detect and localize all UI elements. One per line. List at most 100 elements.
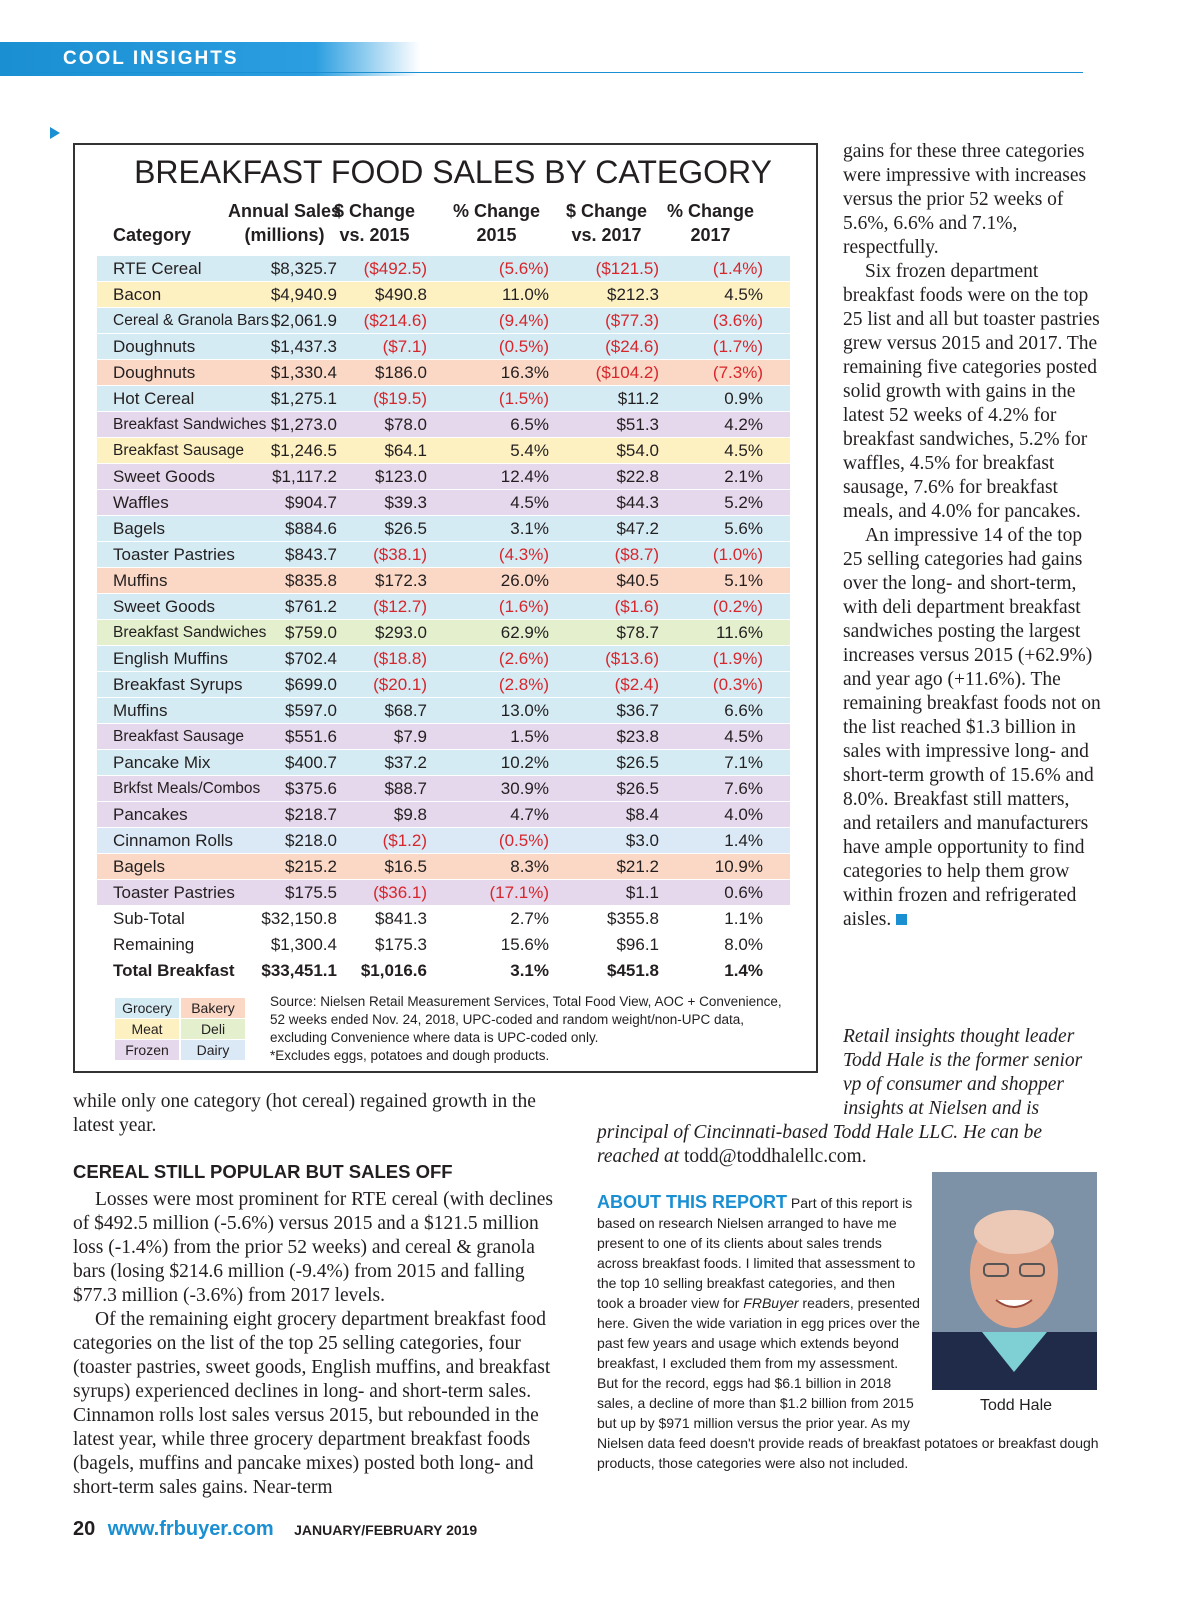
table-cell: 5.4% — [510, 441, 549, 460]
table-cell: Sweet Goods — [113, 597, 216, 616]
table-cell: $597.0 — [285, 701, 337, 720]
table-cell: 5.1% — [724, 571, 763, 590]
total-cell: $1,300.4 — [270, 935, 337, 954]
table-cell: 5.2% — [724, 493, 763, 512]
paragraph: Losses were most prominent for RTE cerea… — [73, 1189, 554, 1306]
table-cell: 8.3% — [510, 857, 549, 876]
table-cell: Breakfast Sausage — [113, 728, 244, 745]
table-cell: ($492.5) — [363, 259, 427, 278]
table-cell: Toaster Pastries — [113, 883, 235, 902]
byline: Retail insights thought leader Todd Hale… — [597, 1025, 1100, 1169]
photo-block: Todd Hale — [932, 1172, 1100, 1420]
table-cell: 13.0% — [500, 701, 549, 720]
total-cell: Total Breakfast — [113, 961, 235, 980]
table-cell: $172.3 — [375, 571, 427, 590]
table-cell: $218.0 — [285, 831, 337, 850]
section-label: COOL INSIGHTS — [63, 48, 239, 69]
table-cell: $3.0 — [625, 831, 659, 850]
table-cell: 4.5% — [724, 441, 763, 460]
table-cell: ($24.6) — [605, 337, 659, 356]
row-band — [97, 386, 790, 411]
table-cell: Cinnamon Rolls — [113, 831, 233, 850]
table-cell: $21.2 — [616, 857, 659, 876]
row-band — [97, 568, 790, 593]
table-cell: Breakfast Syrups — [113, 675, 243, 694]
table-cell: 3.1% — [510, 519, 549, 538]
table-cell: (1.4%) — [712, 259, 763, 278]
legend-item: Meat — [115, 1019, 179, 1039]
table-cell: Hot Cereal — [113, 389, 195, 408]
heading: CEREAL STILL POPULAR BUT SALES OFF — [73, 1161, 453, 1182]
table-cell: ($1.6) — [614, 597, 659, 616]
table-cell: Sweet Goods — [113, 467, 216, 486]
table-cell: $1,437.3 — [270, 337, 337, 356]
total-cell: Remaining — [113, 935, 195, 954]
table-cell: (1.5%) — [498, 389, 549, 408]
table-cell: $36.7 — [616, 701, 659, 720]
table-cell: $904.7 — [285, 493, 337, 512]
end-mark — [896, 914, 908, 925]
table-cell: 1.4% — [724, 831, 763, 850]
table-cell: Bagels — [113, 857, 165, 876]
row-band — [97, 854, 790, 879]
table-cell: $39.3 — [384, 493, 427, 512]
legend-item: Deli — [181, 1019, 245, 1039]
table-cell: $123.0 — [375, 467, 427, 486]
table-cell: $64.1 — [384, 441, 427, 460]
total-cell: 8.0% — [724, 935, 763, 954]
table-cell: (2.6%) — [498, 649, 549, 668]
table-cell: 11.0% — [502, 285, 549, 304]
table-cell: $4,940.9 — [270, 285, 337, 304]
email: todd@toddhalellc.com. — [684, 1146, 867, 1167]
footer: 20 www.frbuyer.com JANUARY/FEBRUARY 2019 — [73, 1518, 477, 1541]
table-cell: $88.7 — [384, 779, 427, 798]
row-band — [97, 360, 790, 385]
total-cell: 3.1% — [510, 961, 549, 980]
legend-item: Grocery — [115, 998, 179, 1018]
source-note: *Excludes eggs, potatoes and dough produ… — [270, 1048, 550, 1063]
photo — [932, 1172, 1097, 1390]
total-cell: Sub-Total — [113, 909, 185, 928]
total-cell: $841.3 — [375, 909, 427, 928]
table-cell: 4.5% — [510, 493, 549, 512]
table-cell: $175.5 — [285, 883, 337, 902]
table-cell: $9.8 — [393, 805, 427, 824]
table-cell: ($77.3) — [605, 311, 659, 330]
legend-item: Dairy — [181, 1040, 245, 1060]
table-cell: $215.2 — [285, 857, 337, 876]
table-cell: ($2.4) — [614, 675, 659, 694]
table-box — [73, 143, 818, 1073]
table-cell: ($12.7) — [373, 597, 427, 616]
row-band — [97, 880, 790, 905]
total-cell: $175.3 — [375, 935, 427, 954]
table-cell: 30.9% — [500, 779, 549, 798]
table-cell: 4.0% — [724, 805, 763, 824]
table-cell: 10.2% — [500, 753, 549, 772]
row-band — [97, 412, 790, 437]
left-column: while only one category (hot cereal) reg… — [73, 1090, 570, 1500]
table-cell: ($8.7) — [614, 545, 659, 564]
about-text: readers, presented here. Given the wide … — [597, 1295, 1099, 1471]
table-cell: ($214.6) — [363, 311, 427, 330]
table-cell: (9.4%) — [498, 311, 549, 330]
table-cell: ($121.5) — [595, 259, 659, 278]
table-cell: $26.5 — [616, 753, 659, 772]
row-band — [97, 464, 790, 489]
total-cell: $96.1 — [616, 935, 659, 954]
table-cell: (5.6%) — [498, 259, 549, 278]
column-header: (millions) — [244, 225, 325, 245]
about-box: Todd Hale ABOUT THIS REPORT Part of this… — [597, 1172, 1100, 1473]
table-cell: (4.3%) — [498, 545, 549, 564]
table-cell: $8,325.7 — [270, 259, 337, 278]
table-cell: ($20.1) — [373, 675, 427, 694]
table-cell: RTE Cereal — [113, 259, 202, 278]
row-band — [97, 646, 790, 671]
column-header: Annual Sales — [227, 201, 342, 221]
table-cell: $293.0 — [375, 623, 427, 642]
column-header: 2015 — [476, 225, 517, 245]
column-header: Category — [113, 225, 192, 245]
table-cell: 0.9% — [724, 389, 763, 408]
row-band — [97, 256, 790, 281]
table-cell: $1,246.5 — [270, 441, 337, 460]
marker — [50, 127, 60, 139]
